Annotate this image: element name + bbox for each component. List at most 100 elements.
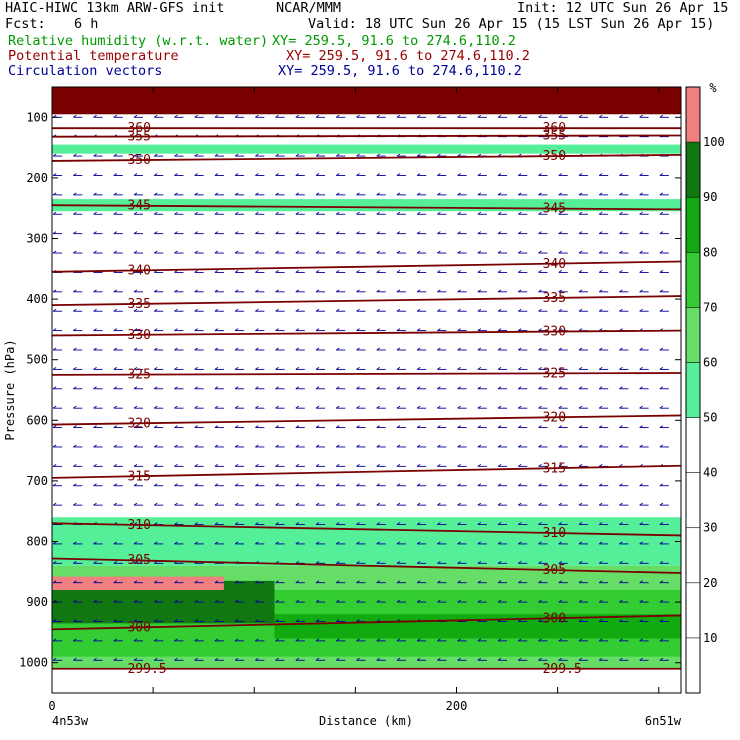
- rh-region: [52, 576, 224, 590]
- wind-vector-head: [619, 522, 623, 525]
- wind-vector-head: [639, 289, 643, 293]
- wind-vector-head: [598, 367, 603, 370]
- wind-vector-head: [73, 502, 77, 506]
- wind-vector-head: [457, 599, 461, 603]
- wind-vector-head: [598, 444, 603, 448]
- wind-vector-head: [619, 308, 623, 312]
- wind-vector-head: [234, 270, 239, 273]
- theta-label: 299.5: [127, 662, 166, 677]
- wind-vector-head: [153, 192, 158, 196]
- wind-vector-head: [619, 560, 623, 564]
- wind-vector-head: [477, 444, 482, 448]
- wind-vector-head: [194, 173, 198, 176]
- wind-vector-head: [457, 367, 461, 370]
- wind-vector-head: [477, 347, 482, 351]
- wind-vector-head: [497, 425, 502, 428]
- wind-vector-head: [376, 192, 380, 196]
- wind-vector-head: [538, 250, 542, 254]
- wind-vector-head: [194, 522, 198, 525]
- wind-vector-head: [93, 347, 97, 351]
- wind-vector-head: [133, 367, 138, 370]
- wind-vector-head: [578, 560, 583, 564]
- wind-vector-head: [457, 580, 461, 584]
- wind-vector-head: [315, 619, 320, 622]
- wind-vector-head: [255, 114, 259, 118]
- wind-vector-head: [174, 638, 178, 642]
- wind-vector-head: [376, 638, 380, 642]
- wind-vector-head: [295, 483, 300, 487]
- colorbar-unit: %: [709, 81, 717, 95]
- wind-vector-head: [497, 347, 502, 351]
- wind-vector-head: [113, 367, 118, 370]
- wind-vector-head: [457, 114, 461, 118]
- theta-label: 325: [127, 368, 150, 383]
- wind-vector-head: [153, 425, 158, 428]
- wind-vector-head: [153, 483, 158, 487]
- wind-vector-head: [538, 619, 542, 622]
- wind-vector-head: [214, 657, 219, 661]
- wind-vector-head: [396, 250, 401, 254]
- wind-vector-head: [437, 328, 441, 331]
- wind-vector-head: [437, 153, 441, 157]
- wind-vector-head: [578, 347, 583, 351]
- wind-vector-head: [477, 153, 482, 157]
- wind-vector-head: [639, 270, 643, 273]
- wind-vector-head: [376, 289, 380, 293]
- wind-vector-head: [598, 425, 603, 428]
- theta-label: 345: [543, 201, 566, 216]
- wind-vector-head: [376, 483, 380, 487]
- theta-contour: [52, 414, 681, 426]
- wind-vector-head: [558, 425, 562, 428]
- wind-vector-head: [275, 192, 279, 196]
- wind-vector-head: [133, 386, 138, 390]
- wind-vector-head: [174, 541, 178, 545]
- wind-vector-head: [416, 444, 421, 448]
- wind-vector-head: [416, 502, 421, 506]
- wind-vector-head: [275, 599, 279, 603]
- wind-vector-head: [376, 173, 380, 176]
- colorbar-frame: [685, 86, 701, 694]
- wind-vector-head: [255, 405, 259, 409]
- wind-vector-head: [275, 289, 279, 293]
- wind-vector-head: [578, 522, 583, 525]
- wind-vector-head: [255, 153, 259, 157]
- wind-vector-head: [477, 231, 482, 235]
- wind-vector-head: [376, 153, 380, 157]
- wind-vector-head: [396, 425, 401, 428]
- wind-vector-head: [518, 250, 522, 254]
- wind-vector-head: [133, 211, 138, 215]
- wind-vector-head: [133, 580, 138, 584]
- wind-vector-head: [477, 367, 482, 370]
- wind-vector-head: [356, 522, 360, 525]
- wind-vector-head: [255, 308, 259, 312]
- wind-vector-head: [52, 657, 57, 661]
- wind-vector-head: [133, 192, 138, 196]
- wind-vector-head: [275, 114, 279, 118]
- wind-vector-head: [376, 270, 380, 273]
- colorbar-swatch: [686, 252, 700, 308]
- theta-label: 305: [543, 563, 566, 578]
- wind-vector-head: [416, 173, 421, 176]
- wind-vector-head: [214, 192, 219, 196]
- wind-vector-head: [457, 463, 461, 467]
- wind-vector-head: [315, 425, 320, 428]
- wind-vector-head: [153, 153, 158, 157]
- wind-vector-head: [52, 308, 57, 312]
- x-end-label: 6n51w: [645, 714, 682, 728]
- wind-vector-head: [396, 367, 401, 370]
- wind-vector-head: [437, 347, 441, 351]
- y-tick-label: 800: [26, 535, 48, 549]
- wind-vector-head: [356, 153, 360, 157]
- wind-vector-head: [477, 657, 482, 661]
- wind-vector-head: [497, 173, 502, 176]
- wind-vector-head: [457, 444, 461, 448]
- wind-vector-head: [295, 502, 300, 506]
- y-tick-label: 900: [26, 595, 48, 609]
- wind-vector-head: [214, 270, 219, 273]
- wind-vector-head: [437, 638, 441, 642]
- wind-vector-head: [659, 231, 664, 235]
- wind-vector-head: [538, 444, 542, 448]
- wind-vector-head: [153, 211, 158, 215]
- wind-vector-head: [194, 192, 198, 196]
- colorbar-label: 30: [703, 521, 717, 535]
